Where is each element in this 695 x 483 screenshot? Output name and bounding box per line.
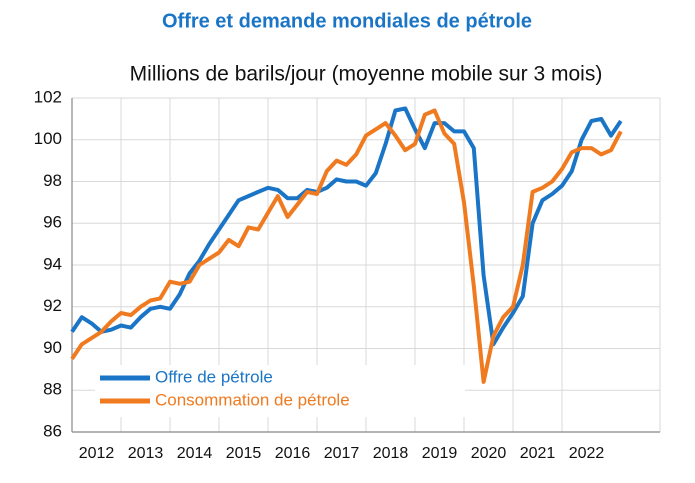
y-tick-label: 98	[43, 171, 62, 190]
legend-label: Consommation de pétrole	[155, 390, 350, 409]
x-tick-label: 2013	[128, 445, 164, 462]
legend-label: Offre de pétrole	[155, 367, 273, 386]
chart-subtitle: Millions de barils/jour (moyenne mobile …	[130, 63, 603, 86]
chart-title: Offre et demande mondiales de pétrole	[162, 10, 532, 32]
x-tick-label: 2015	[226, 445, 262, 462]
x-tick-label: 2020	[471, 445, 507, 462]
x-tick-label: 2016	[275, 445, 311, 462]
x-tick-label: 2019	[422, 445, 458, 462]
y-tick-label: 86	[43, 421, 62, 440]
y-tick-label: 92	[43, 296, 62, 315]
y-tick-label: 94	[43, 254, 62, 273]
x-tick-label: 2012	[79, 445, 115, 462]
y-tick-label: 100	[34, 129, 62, 148]
x-tick-label: 2017	[324, 445, 360, 462]
series-line	[70, 106, 623, 347]
y-tick-label: 90	[43, 338, 62, 357]
x-tick-label: 2022	[569, 445, 605, 462]
y-tick-label: 88	[43, 380, 62, 399]
plot-lines	[70, 106, 623, 384]
x-tick-label: 2018	[373, 445, 409, 462]
x-tick-label: 2021	[520, 445, 556, 462]
x-tick-label: 2014	[177, 445, 213, 462]
legend-box	[95, 365, 465, 417]
y-tick-label: 102	[34, 87, 62, 106]
series-line	[70, 108, 623, 384]
y-tick-label: 96	[43, 213, 62, 232]
